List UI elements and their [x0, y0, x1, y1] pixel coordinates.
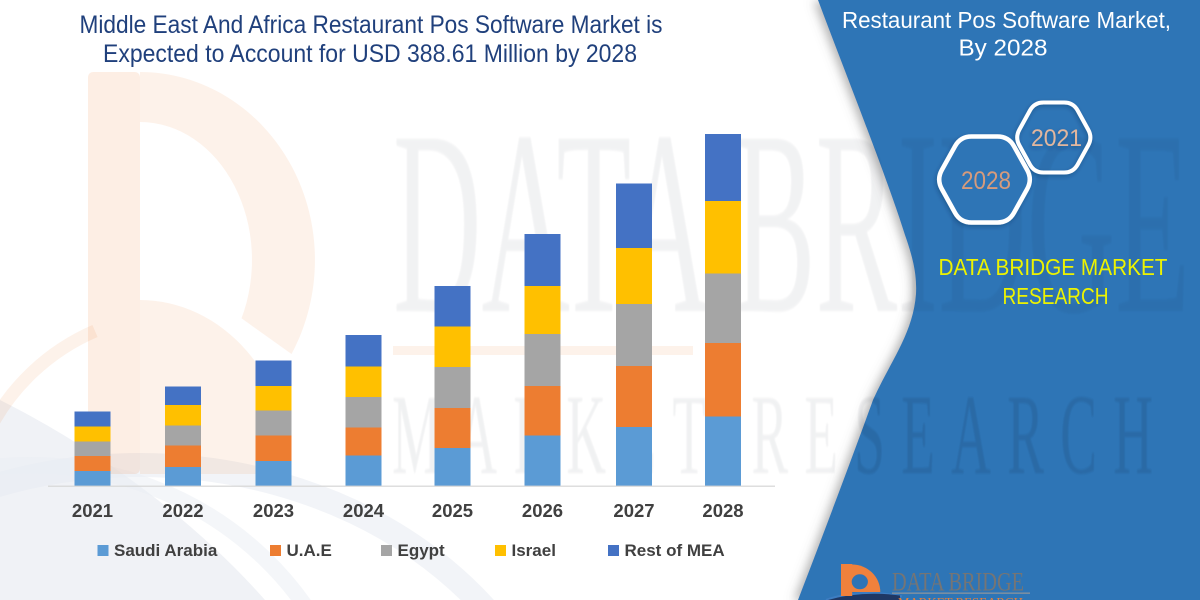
svg-text:Israel: Israel — [512, 541, 556, 560]
svg-text:DATA BRIDGE MARKET: DATA BRIDGE MARKET — [939, 254, 1168, 280]
svg-text:Rest of MEA: Rest of MEA — [625, 541, 725, 560]
svg-text:2023: 2023 — [253, 500, 294, 521]
svg-text:2027: 2027 — [613, 500, 654, 521]
svg-text:Saudi Arabia: Saudi Arabia — [114, 541, 218, 560]
svg-text:MARKET RESEARCH: MARKET RESEARCH — [898, 595, 1023, 600]
svg-text:2025: 2025 — [432, 500, 473, 521]
svg-text:DATA BRIDGE: DATA BRIDGE — [892, 568, 1024, 597]
svg-text:Egypt: Egypt — [398, 541, 446, 560]
svg-text:By 2028: By 2028 — [959, 35, 1048, 61]
svg-text:RESEARCH: RESEARCH — [1003, 283, 1109, 309]
svg-text:Middle East And Africa Restaur: Middle East And Africa Restaurant Pos So… — [80, 11, 663, 39]
svg-text:MARKET RESEARCH: MARKET RESEARCH — [392, 371, 1169, 499]
svg-text:2028: 2028 — [961, 167, 1011, 195]
svg-text:Expected to Account for USD 38: Expected to Account for USD 388.61 Milli… — [103, 40, 637, 68]
svg-text:Restaurant Pos Software Market: Restaurant Pos Software Market, — [842, 7, 1171, 33]
svg-text:2028: 2028 — [702, 500, 743, 521]
svg-text:DATA BRIDGE: DATA BRIDGE — [393, 78, 1190, 369]
svg-text:2026: 2026 — [522, 500, 563, 521]
svg-text:2021: 2021 — [72, 500, 113, 521]
svg-text:U.A.E: U.A.E — [287, 541, 332, 560]
svg-text:2021: 2021 — [1031, 125, 1082, 152]
svg-text:2022: 2022 — [162, 500, 203, 521]
svg-text:2024: 2024 — [343, 500, 385, 521]
